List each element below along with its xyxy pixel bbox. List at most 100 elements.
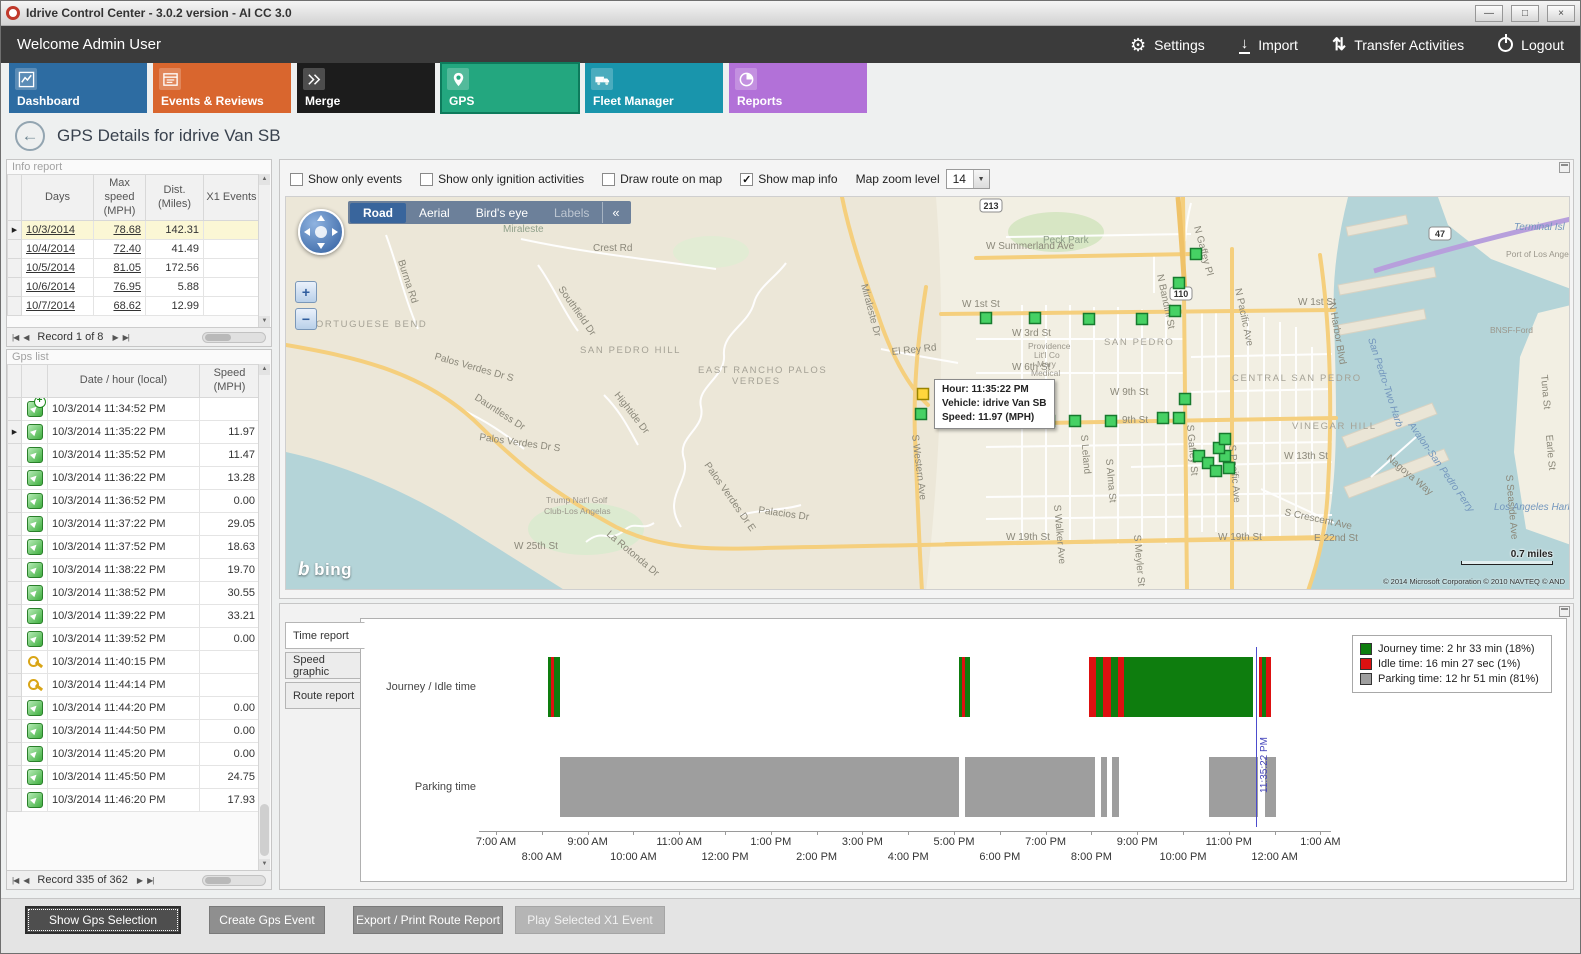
map-marker[interactable] <box>1172 411 1186 425</box>
map-marker[interactable] <box>1218 432 1232 446</box>
prev-page-icon[interactable]: ◀ <box>23 332 29 342</box>
checkbox-show-map-info[interactable]: ✓ Show map info <box>740 172 838 186</box>
create-gps-event-button[interactable]: Create Gps Event <box>209 906 325 934</box>
back-button[interactable]: ← <box>15 121 45 151</box>
next-page-icon[interactable]: ▶ <box>112 332 118 342</box>
last-page-icon[interactable]: ▶| <box>122 332 130 342</box>
map-marker[interactable] <box>1068 414 1082 428</box>
map-marker[interactable] <box>1201 456 1215 470</box>
gps-row[interactable]: 10/3/2014 11:44:20 PM0.00 <box>7 695 260 720</box>
info-hscrollbar[interactable] <box>202 331 266 343</box>
zoom-out-button[interactable]: − <box>295 308 317 330</box>
close-button[interactable]: × <box>1547 4 1575 22</box>
day-link[interactable]: 10/5/2014 <box>21 258 94 279</box>
map-marker[interactable] <box>1178 392 1192 406</box>
map-compass-control[interactable] <box>298 209 344 255</box>
day-link[interactable]: 10/6/2014 <box>21 277 94 298</box>
gps-hscrollbar[interactable] <box>202 874 266 886</box>
transfer-activities-button[interactable]: ⇅ Transfer Activities <box>1332 36 1464 53</box>
settings-button[interactable]: ⚙ Settings <box>1130 36 1205 54</box>
tab-time-report[interactable]: Time report <box>285 622 365 649</box>
last-page-icon[interactable]: ▶| <box>147 875 154 885</box>
tab-speed-graphic[interactable]: Speed graphic <box>285 652 363 679</box>
max-speed-link[interactable]: 76.95 <box>93 277 146 298</box>
checkbox-draw-route-on-map[interactable]: Draw route on map <box>602 172 722 186</box>
map-viewport[interactable]: Miraleste Crest Rd Burma Rd Southfield Dr Mi… <box>285 196 1570 590</box>
nav-tile-events-reviews[interactable]: Events & Reviews <box>153 63 291 113</box>
gps-row[interactable]: 10/3/2014 11:45:20 PM0.00 <box>7 741 260 766</box>
scroll-down-icon[interactable]: ▼ <box>259 859 270 870</box>
import-button[interactable]: ↓ Import <box>1238 36 1298 54</box>
map-style-labels[interactable]: Labels <box>554 205 590 220</box>
tab-route-report[interactable]: Route report <box>285 682 363 709</box>
info-row[interactable]: ▶ 10/3/2014 78.68 142.31 <box>7 220 260 241</box>
map-nav-collapse-button[interactable]: « <box>602 202 628 223</box>
play-selected-x1-event-button[interactable]: Play Selected X1 Event <box>515 906 665 934</box>
map-marker[interactable] <box>1028 311 1042 325</box>
export-print-route-report-button[interactable]: Export / Print Route Report <box>353 906 503 934</box>
scroll-thumb[interactable] <box>260 804 269 856</box>
col-x1-events[interactable]: X1 Events <box>203 173 260 222</box>
day-link[interactable]: 10/4/2014 <box>21 239 94 260</box>
map-marker[interactable] <box>1172 276 1186 290</box>
next-page-icon[interactable]: ▶ <box>136 875 143 885</box>
col-days[interactable]: Days <box>21 173 94 222</box>
info-row[interactable]: 10/7/2014 68.62 12.99 <box>7 296 260 317</box>
map-marker[interactable] <box>1135 312 1149 326</box>
show-gps-selection-button[interactable]: Show Gps Selection <box>25 906 181 934</box>
gps-row[interactable]: 10/3/2014 11:36:52 PM0.00 <box>7 488 260 513</box>
col-max-speed[interactable]: Max speed (MPH) <box>93 173 146 222</box>
nav-tile-fleet-manager[interactable]: Fleet Manager <box>585 63 723 113</box>
gps-row[interactable]: 10/3/2014 11:44:50 PM0.00 <box>7 718 260 743</box>
time-cursor[interactable] <box>1255 647 1257 827</box>
max-speed-link[interactable]: 72.40 <box>93 239 146 260</box>
gps-row[interactable]: 10/3/2014 11:40:15 PM <box>7 649 260 674</box>
col-dist[interactable]: Dist. (Miles) <box>145 173 204 222</box>
col-date-hour[interactable]: Date / hour (local) <box>47 364 200 398</box>
day-link[interactable]: 10/7/2014 <box>21 296 94 317</box>
info-row[interactable]: 10/6/2014 76.95 5.88 <box>7 277 260 298</box>
zoom-in-button[interactable]: + <box>295 281 317 303</box>
info-row[interactable]: 10/5/2014 81.05 172.56 <box>7 258 260 279</box>
map-marker[interactable] <box>1189 247 1203 261</box>
nav-tile-reports[interactable]: Reports <box>729 63 867 113</box>
first-page-icon[interactable]: |◀ <box>12 332 19 342</box>
gps-row[interactable]: 10/3/2014 11:34:52 PM <box>7 396 260 421</box>
nav-tile-dashboard[interactable]: Dashboard <box>9 63 147 113</box>
map-style-road[interactable]: Road <box>350 202 406 223</box>
day-link[interactable]: 10/3/2014 <box>21 220 94 241</box>
map-marker[interactable] <box>1222 461 1236 475</box>
checkbox-show-only-ignition-activities[interactable]: Show only ignition activities <box>420 172 584 186</box>
map-marker[interactable] <box>1104 414 1118 428</box>
zoom-level-select[interactable]: 14 ▼ <box>945 169 990 189</box>
max-speed-link[interactable]: 81.05 <box>93 258 146 279</box>
panel-maximize-button[interactable] <box>1559 162 1570 173</box>
first-page-icon[interactable]: |◀ <box>12 875 19 885</box>
max-speed-link[interactable]: 68.62 <box>93 296 146 317</box>
minimize-button[interactable]: — <box>1475 4 1503 22</box>
nav-tile-gps[interactable]: GPS <box>440 62 580 114</box>
prev-page-icon[interactable]: ◀ <box>23 875 29 885</box>
map-marker-selected[interactable] <box>916 387 930 401</box>
info-scrollbar[interactable]: ▲ ▼ <box>258 174 270 327</box>
info-row[interactable]: 10/4/2014 72.40 41.49 <box>7 239 260 260</box>
gps-row[interactable]: 10/3/2014 11:44:14 PM <box>7 672 260 697</box>
logout-button[interactable]: Logout <box>1498 37 1564 53</box>
map-marker[interactable] <box>1168 304 1182 318</box>
scroll-down-icon[interactable]: ▼ <box>259 316 270 327</box>
nav-tile-merge[interactable]: Merge <box>297 63 435 113</box>
col-speed[interactable]: Speed (MPH) <box>199 364 260 398</box>
map-marker[interactable] <box>1156 411 1170 425</box>
maximize-button[interactable]: □ <box>1511 4 1539 22</box>
scroll-up-icon[interactable]: ▲ <box>259 174 270 185</box>
map-marker[interactable] <box>979 311 993 325</box>
panel-maximize-button[interactable] <box>1559 606 1570 617</box>
gps-scrollbar[interactable]: ▲ ▼ <box>258 364 270 870</box>
